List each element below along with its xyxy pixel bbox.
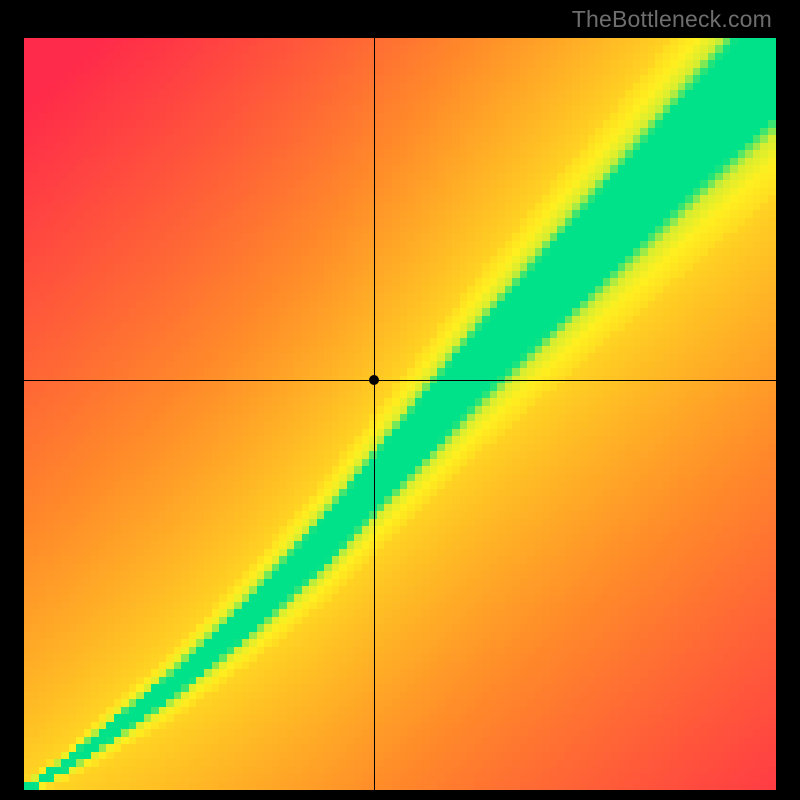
heatmap-canvas: [24, 38, 776, 790]
watermark-text: TheBottleneck.com: [572, 6, 772, 33]
chart-stage: TheBottleneck.com: [0, 0, 800, 800]
plot-area: [24, 38, 776, 790]
